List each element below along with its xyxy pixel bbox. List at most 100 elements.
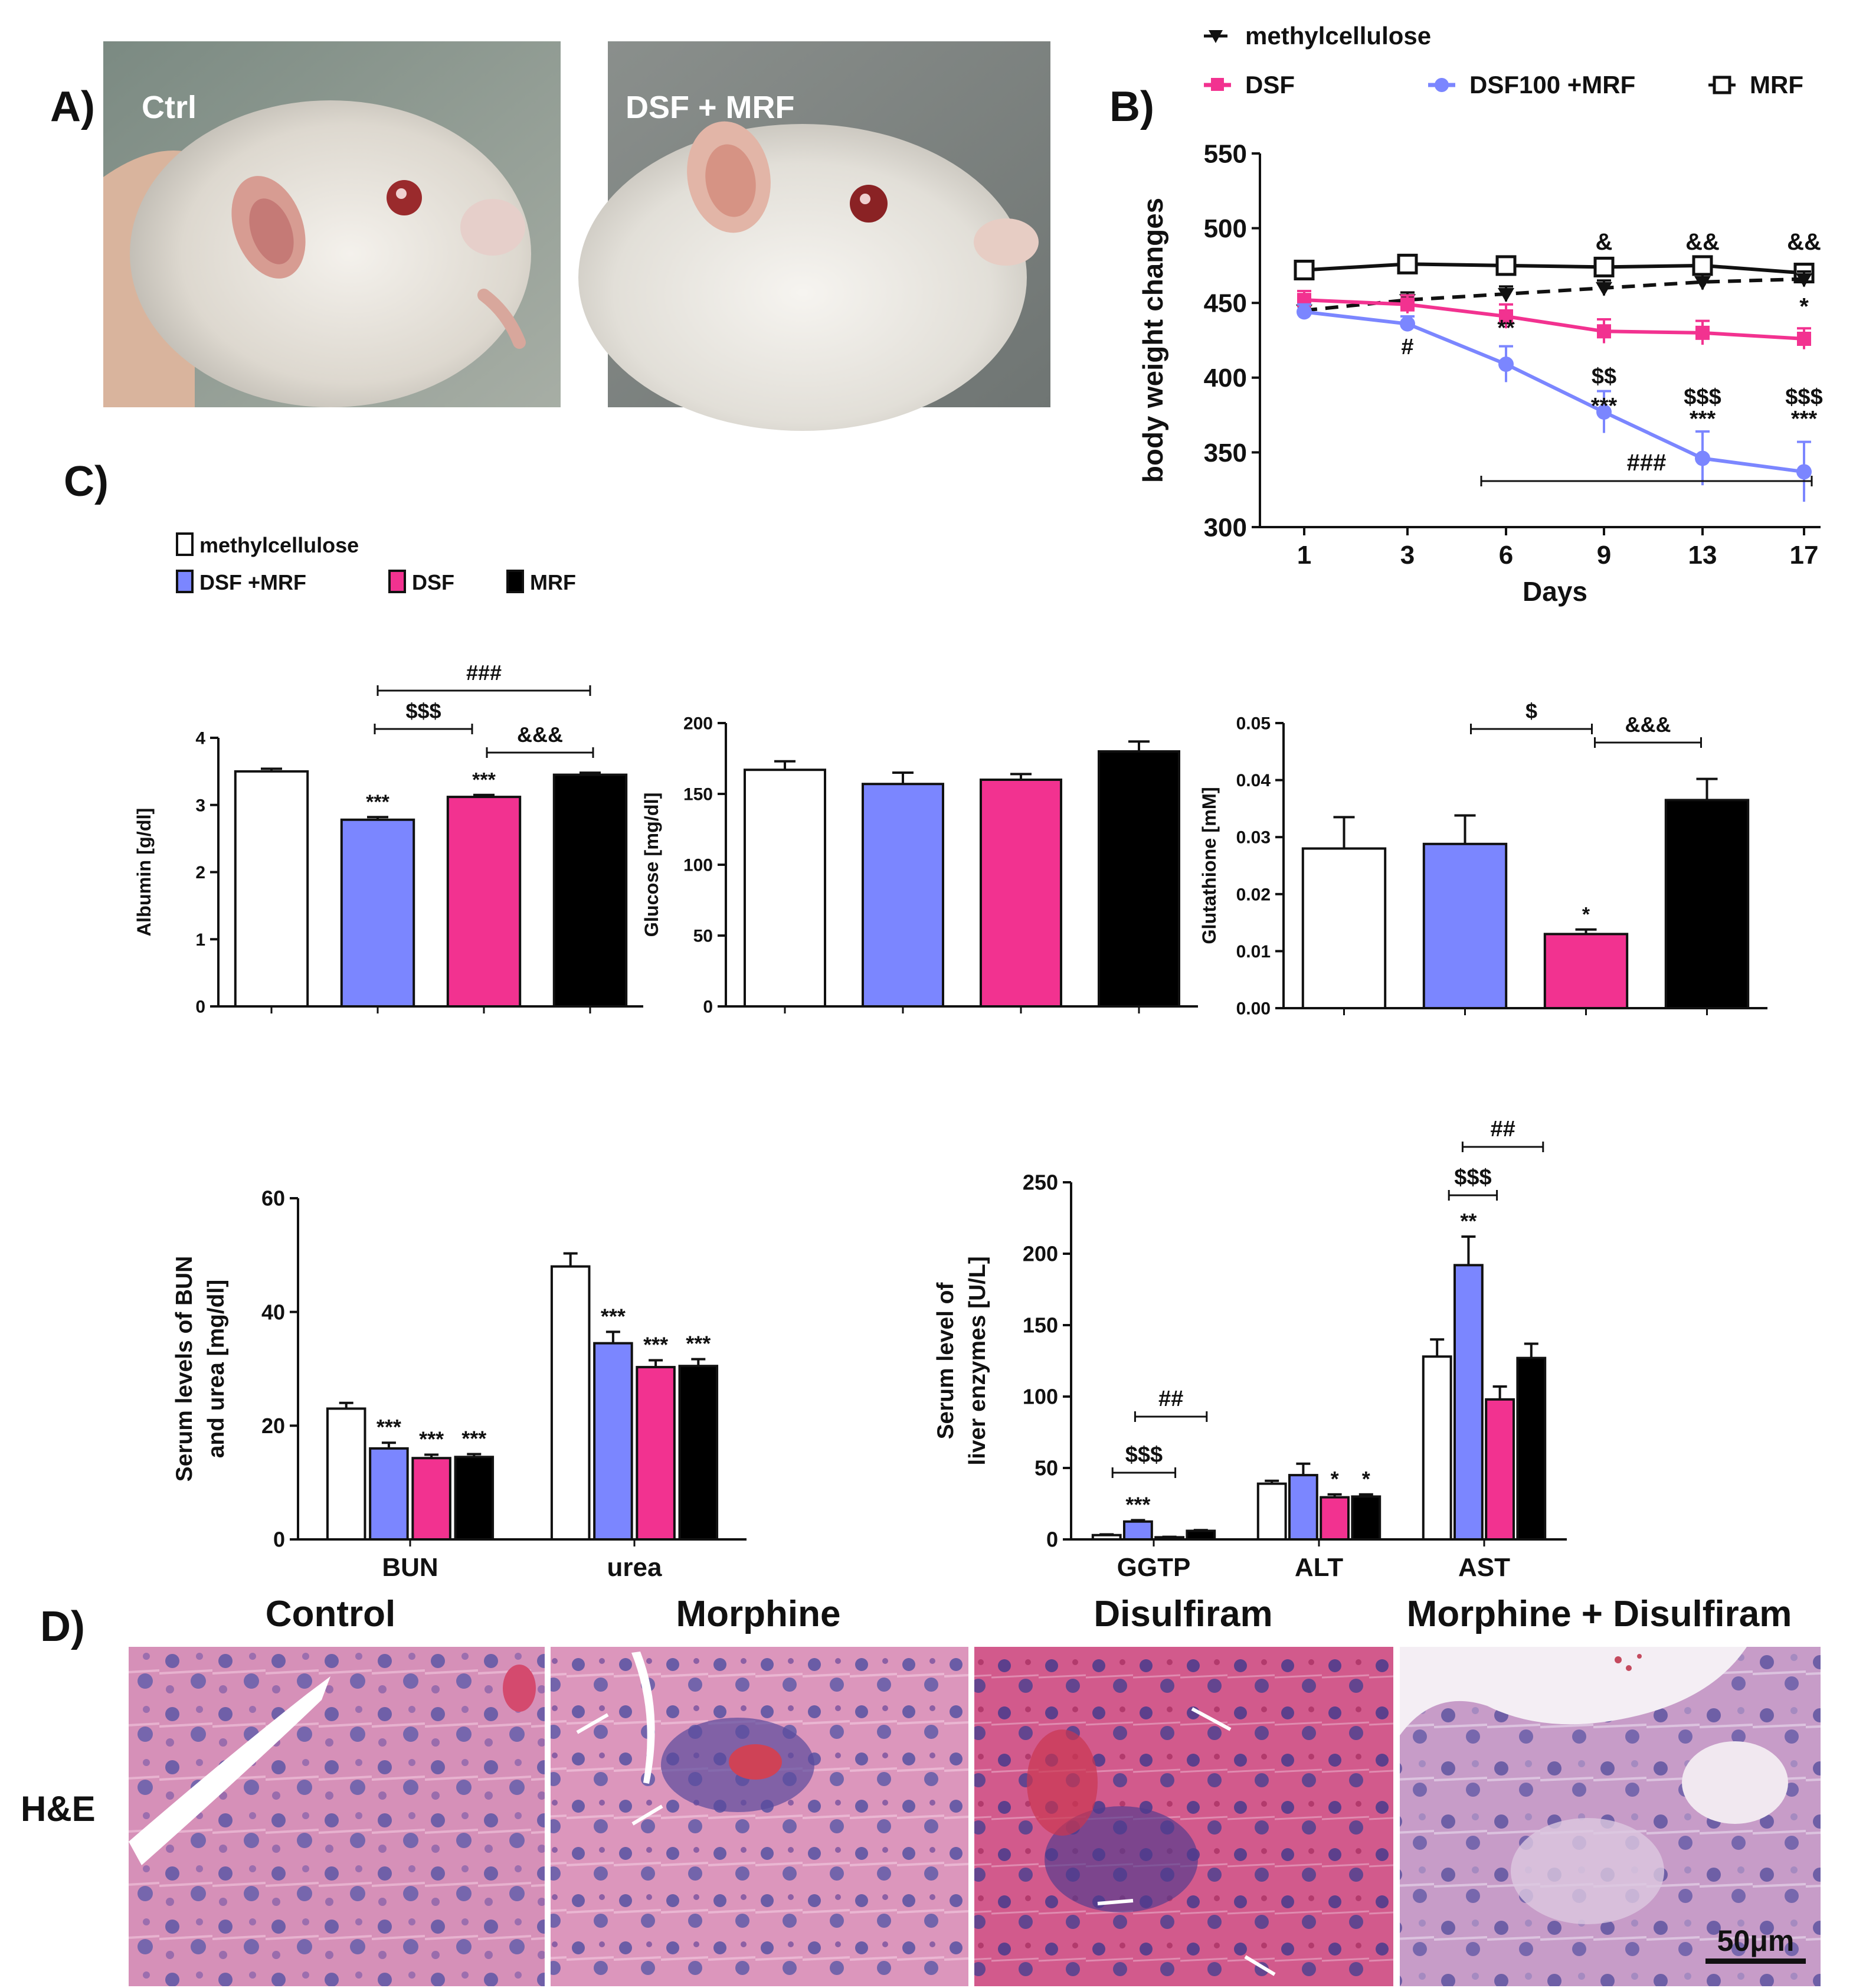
panel-label-d: D) [40, 1603, 85, 1650]
bodyweight-y-tick-label: 300 [1204, 513, 1247, 542]
histology-image-control [129, 1647, 545, 1986]
glutathione-bar-2 [1543, 933, 1629, 1010]
glutathione-bracket-amp-label: &&& [1625, 712, 1671, 737]
glutathione-y-axis-label: Glutathione [mM] [1199, 787, 1220, 944]
albumin-y-tick-label: 3 [195, 796, 205, 815]
albumin-significance: *** [472, 769, 496, 792]
bodyweight-y-axis-label: body weight changes [1138, 198, 1169, 483]
bodyweight-legend-label-0: methylcellulose [1245, 22, 1431, 50]
bodyweight-point [1596, 282, 1612, 296]
bodyweight-annotation: $$$ [1684, 385, 1721, 410]
bodyweight-annotation: && [1787, 229, 1821, 255]
bodyweight-point [1593, 256, 1615, 277]
liver-bar-GGTP-1 [1122, 1520, 1153, 1541]
bodyweight-annotation: # [1401, 335, 1413, 359]
bodyweight-legend-label-3: MRF [1750, 71, 1803, 99]
histology-title-morphine: Morphine [676, 1594, 841, 1634]
liver-x-category-label: GGTP [1117, 1553, 1191, 1582]
albumin-y-axis-label: Albumin [g/dl] [133, 808, 155, 937]
legend-c-label-1: DSF +MRF [199, 570, 306, 594]
liver-y-tick-label: 150 [1023, 1313, 1058, 1338]
liver-bar-ALT-1 [1288, 1474, 1318, 1541]
chart-bun-urea: 0 20 40 60 Serum levels of BUN and urea [mg/d… [172, 1186, 747, 1582]
liver-significance: *** [1125, 1492, 1150, 1516]
bun-y-tick-label: 60 [261, 1186, 285, 1211]
bodyweight-point [1596, 404, 1612, 420]
albumin-bar-2 [446, 796, 522, 1008]
legend-c-swatch-1 [176, 570, 194, 593]
bodyweight-x-tick-label: 9 [1597, 541, 1611, 570]
histology-image-disulfiram [974, 1647, 1393, 1986]
legend-c-swatch-2 [388, 570, 406, 593]
bodyweight-point [1400, 316, 1415, 332]
liver-bar-AST-1 [1453, 1264, 1484, 1541]
albumin-significance: *** [366, 791, 389, 813]
legend-c-swatch-0 [176, 532, 194, 556]
bodyweight-point [1400, 297, 1415, 312]
bodyweight-y-tick-label: 350 [1204, 439, 1247, 467]
histology-image-morphine [551, 1647, 968, 1986]
liver-y-tick-label: 250 [1023, 1170, 1058, 1195]
bodyweight-legend-marker [1713, 76, 1731, 94]
glucose-y-tick-label: 150 [683, 785, 713, 805]
bun-x-category-label: BUN [382, 1553, 438, 1582]
bodyweight-point [1695, 450, 1710, 466]
glutathione-y-tick-label: 0.00 [1236, 999, 1271, 1019]
bun-y-tick-label: 0 [273, 1528, 285, 1552]
glutathione-significance: * [1582, 904, 1590, 926]
bodyweight-y-tick-label: 550 [1204, 139, 1247, 168]
bodyweight-point [1397, 253, 1418, 274]
chart-liver-enzymes: 0 50 100 150 200 250 Serum level of liver enzym… [933, 1117, 1567, 1582]
photo-control-label: Ctrl [142, 90, 197, 125]
bodyweight-annotation: *** [1690, 407, 1716, 431]
glutathione-y-tick-label: 0.05 [1236, 714, 1271, 734]
bun-x-category-label: urea [607, 1553, 662, 1582]
histology-title-control: Control [266, 1594, 395, 1634]
glucose-bar-1 [862, 783, 944, 1008]
chart-albumin: 0 1 2 3 4 Albumin [g/dl] *** *** ### $$$ &&& [133, 661, 643, 1017]
bodyweight-x-tick-label: 6 [1499, 541, 1513, 570]
bodyweight-annotation: $$$ [1785, 385, 1822, 410]
bodyweight-point [1498, 357, 1514, 372]
liver-bar-ALT-0 [1256, 1482, 1287, 1541]
bodyweight-point [1695, 325, 1710, 340]
bodyweight-line-0 [1304, 277, 1805, 312]
bodyweight-point [1694, 276, 1711, 290]
bodyweight-annotation: *** [1591, 394, 1618, 418]
glucose-bar-2 [980, 779, 1062, 1008]
bodyweight-x-tick-label: 17 [1790, 541, 1819, 570]
bodyweight-point [1495, 255, 1517, 276]
glutathione-bar-1 [1422, 842, 1508, 1009]
albumin-y-tick-label: 4 [195, 729, 205, 748]
panel-label-c: C) [64, 458, 109, 505]
bun-significance: *** [601, 1304, 626, 1328]
bodyweight-point [1498, 288, 1514, 303]
scalebar-label: 50μm [1717, 1924, 1795, 1957]
bun-bar-BUN-0 [326, 1407, 366, 1541]
bun-bar-urea-1 [593, 1342, 633, 1541]
legend-c-label-0: methylcellulose [199, 533, 359, 557]
liver-significance: ** [1460, 1209, 1477, 1233]
glucose-bar-0 [744, 769, 826, 1008]
bun-bar-BUN-1 [369, 1447, 409, 1541]
glucose-y-tick-label: 0 [703, 998, 713, 1017]
liver-bar-GGTP-0 [1091, 1533, 1122, 1541]
bun-bar-BUN-3 [454, 1456, 495, 1541]
liver-ggtp-bracket-hash-label: ## [1158, 1387, 1183, 1411]
albumin-bar-0 [234, 770, 309, 1008]
glucose-y-axis-label: Glucose [mg/dl] [641, 793, 662, 937]
liver-y-axis-label: liver enzymes [U/L] [965, 1256, 990, 1465]
liver-x-category-label: ALT [1295, 1553, 1343, 1582]
albumin-bar-1 [340, 818, 415, 1008]
bodyweight-point [1294, 259, 1315, 280]
bun-significance: *** [643, 1333, 668, 1357]
liver-y-tick-label: 100 [1023, 1385, 1058, 1409]
bodyweight-legend-marker [1211, 78, 1224, 91]
panel-label-b: B) [1109, 83, 1154, 130]
legend-panel-c: methylcellulose DSF +MRF DSF MRF [176, 532, 576, 594]
histology-row-label: H&E [21, 1789, 96, 1829]
bodyweight-bracket-label: ### [1627, 450, 1667, 476]
chart-glutathione: 0.00 0.01 0.02 0.03 0.04 0.05 Glutathione [mM]… [1199, 699, 1767, 1019]
liver-bar-GGTP-2 [1154, 1536, 1185, 1541]
